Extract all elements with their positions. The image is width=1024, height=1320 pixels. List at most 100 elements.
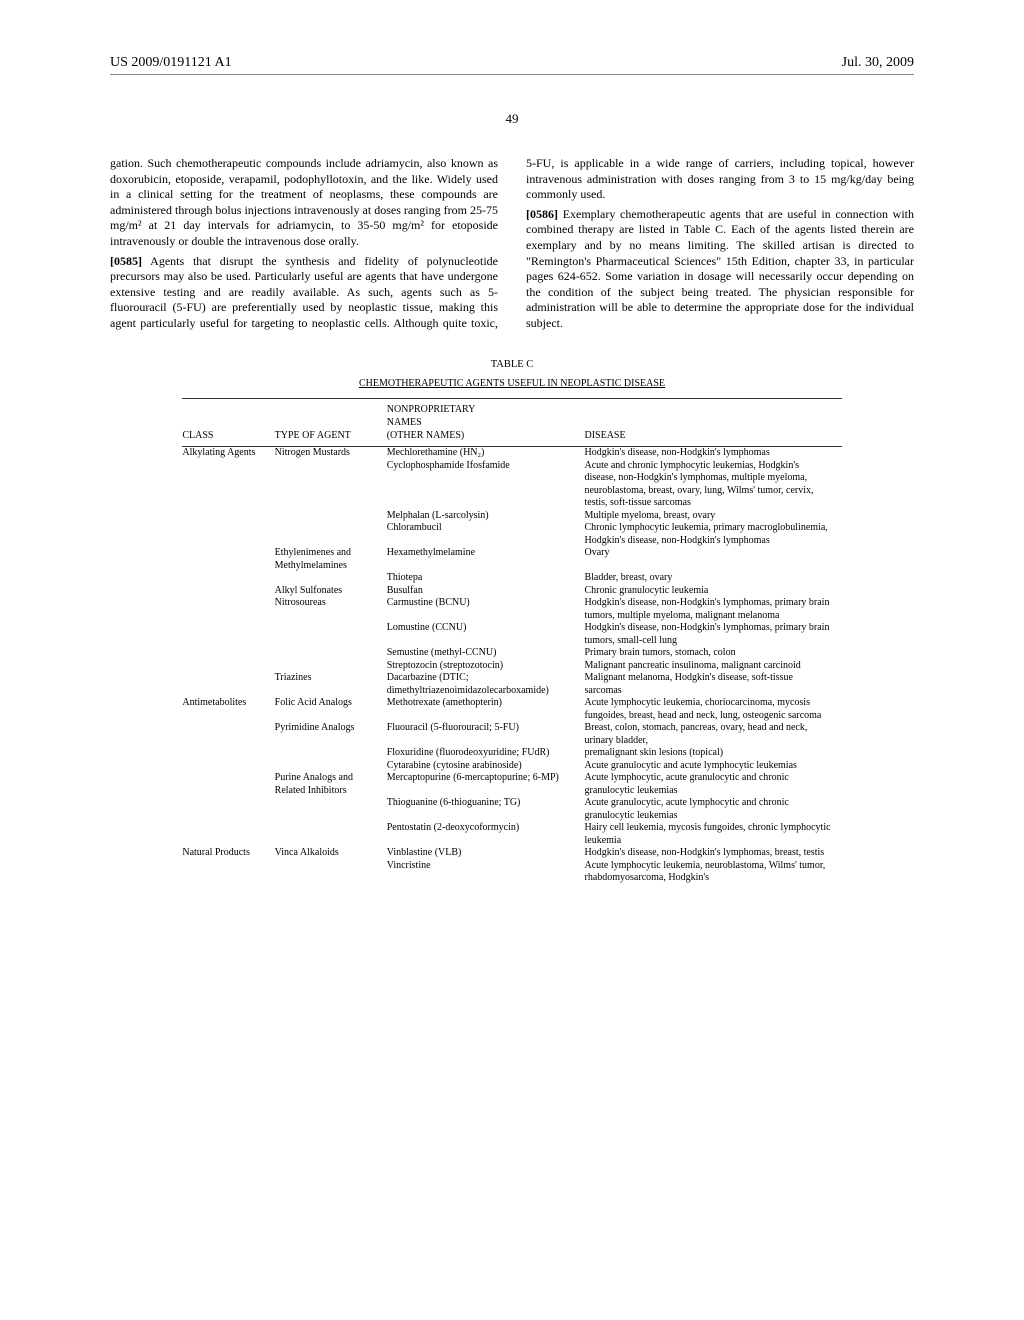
table-cell: Dacarbazine (DTIC; dimethyltriazenoimida… (387, 672, 585, 697)
table-caption: TABLE C (110, 358, 914, 372)
table-row: Ethylenimenes and MethylmelaminesHexamet… (182, 547, 841, 572)
table-cell: Floxuridine (fluorodeoxyuridine; FUdR) (387, 747, 585, 760)
table-cell (182, 660, 274, 673)
table-cell: Antimetabolites (182, 697, 274, 722)
table-cell: Carmustine (BCNU) (387, 597, 585, 622)
table-row: ChlorambucilChronic lymphocytic leukemia… (182, 522, 841, 547)
table-cell: Fluouracil (5-fluorouracil; 5-FU) (387, 722, 585, 747)
body-text: gation. Such chemotherapeutic compounds … (110, 156, 914, 334)
table-cell: Nitrogen Mustards (275, 447, 387, 460)
table-cell: premalignant skin lesions (topical) (584, 747, 841, 760)
table-row: Natural ProductsVinca AlkaloidsVinblasti… (182, 847, 841, 860)
table-cell: Hodgkin's disease, non-Hodgkin's lymphom… (584, 447, 841, 460)
table-row: Pentostatin (2-deoxycoformycin)Hairy cel… (182, 822, 841, 847)
para-num-0586: [0586] (526, 207, 558, 221)
table-row: Cytarabine (cytosine arabinoside)Acute g… (182, 760, 841, 773)
table-row: Pyrimidine AnalogsFluouracil (5-fluorour… (182, 722, 841, 747)
col-header-type: TYPE OF AGENT (275, 399, 387, 447)
table-row: Lomustine (CCNU)Hodgkin's disease, non-H… (182, 622, 841, 647)
table-cell: Multiple myeloma, breast, ovary (584, 510, 841, 523)
table-cell (182, 510, 274, 523)
table-cell: Methotrexate (amethopterin) (387, 697, 585, 722)
table-cell: Alkylating Agents (182, 447, 274, 460)
table-cell: Nitrosoureas (275, 597, 387, 622)
table-cell (182, 585, 274, 598)
table-row: Cyclophosphamide IfosfamideAcute and chr… (182, 460, 841, 510)
table-cell (182, 722, 274, 747)
table-cell: Acute lymphocytic, acute granulocytic an… (584, 772, 841, 797)
table-cell (182, 797, 274, 822)
table-cell: Pentostatin (2-deoxycoformycin) (387, 822, 585, 847)
paragraph-0586: [0586] Exemplary chemotherapeutic agents… (526, 207, 914, 332)
table-title: CHEMOTHERAPEUTIC AGENTS USEFUL IN NEOPLA… (110, 377, 914, 390)
table-cell: Breast, colon, stomach, pancreas, ovary,… (584, 722, 841, 747)
table-row: Semustine (methyl-CCNU)Primary brain tum… (182, 647, 841, 660)
table-cell (182, 822, 274, 847)
table-cell (275, 622, 387, 647)
table-cell: Hairy cell leukemia, mycosis fungoides, … (584, 822, 841, 847)
table-row: Alkylating AgentsNitrogen MustardsMechlo… (182, 447, 841, 460)
table-row: Thioguanine (6-thioguanine; TG)Acute gra… (182, 797, 841, 822)
table-row: Floxuridine (fluorodeoxyuridine; FUdR)pr… (182, 747, 841, 760)
table-cell: Chronic granulocytic leukemia (584, 585, 841, 598)
table-cell (275, 522, 387, 547)
table-cell: Acute lymphocytic leukemia, choriocarcin… (584, 697, 841, 722)
table-cell: Natural Products (182, 847, 274, 860)
table-cell: Malignant pancreatic insulinoma, maligna… (584, 660, 841, 673)
col-header-disease: DISEASE (584, 399, 841, 447)
table-row: TriazinesDacarbazine (DTIC; dimethyltria… (182, 672, 841, 697)
table-row: Melphalan (L-sarcolysin)Multiple myeloma… (182, 510, 841, 523)
table-cell: Hodgkin's disease, non-Hodgkin's lymphom… (584, 847, 841, 860)
table-cell (182, 860, 274, 885)
table-cell: Cyclophosphamide Ifosfamide (387, 460, 585, 510)
table-cell (275, 510, 387, 523)
table-row: Purine Analogs and Related InhibitorsMer… (182, 772, 841, 797)
table-cell (182, 572, 274, 585)
table-cell: Ovary (584, 547, 841, 572)
table-cell: Mercaptopurine (6-mercaptopurine; 6-MP) (387, 772, 585, 797)
table-cell: Cytarabine (cytosine arabinoside) (387, 760, 585, 773)
table-cell (182, 747, 274, 760)
patent-number: US 2009/0191121 A1 (110, 54, 232, 72)
page-header: US 2009/0191121 A1 Jul. 30, 2009 (110, 54, 914, 75)
table-cell (275, 647, 387, 660)
table-cell: Vinblastine (VLB) (387, 847, 585, 860)
table-cell: Acute lymphocytic leukemia, neuroblastom… (584, 860, 841, 885)
table-cell: Chronic lymphocytic leukemia, primary ma… (584, 522, 841, 547)
table-cell (182, 460, 274, 510)
table-cell: Acute and chronic lymphocytic leukemias,… (584, 460, 841, 510)
table-cell: Bladder, breast, ovary (584, 572, 841, 585)
chemo-agents-table: CLASS TYPE OF AGENT NONPROPRIETARYNAMES(… (182, 398, 841, 885)
col-header-class: CLASS (182, 399, 274, 447)
table-row: ThiotepaBladder, breast, ovary (182, 572, 841, 585)
intro-paragraph: gation. Such chemotherapeutic compounds … (110, 156, 498, 250)
para-text-0586: Exemplary chemotherapeutic agents that a… (526, 207, 914, 330)
table-cell: Thioguanine (6-thioguanine; TG) (387, 797, 585, 822)
table-cell: Lomustine (CCNU) (387, 622, 585, 647)
table-cell: Vincristine (387, 860, 585, 885)
para-num-0585: [0585] (110, 254, 142, 268)
table-cell: Primary brain tumors, stomach, colon (584, 647, 841, 660)
table-cell: Acute granulocytic, acute lymphocytic an… (584, 797, 841, 822)
table-cell: Hodgkin's disease, non-Hodgkin's lymphom… (584, 622, 841, 647)
table-cell (182, 672, 274, 697)
table-cell: Streptozocin (streptozotocin) (387, 660, 585, 673)
table-cell (275, 747, 387, 760)
table-cell (182, 547, 274, 572)
table-cell (182, 647, 274, 660)
table-cell (275, 760, 387, 773)
table-row: VincristineAcute lymphocytic leukemia, n… (182, 860, 841, 885)
table-c: TABLE C CHEMOTHERAPEUTIC AGENTS USEFUL I… (110, 358, 914, 885)
table-cell: Acute granulocytic and acute lymphocytic… (584, 760, 841, 773)
table-row: Streptozocin (streptozotocin)Malignant p… (182, 660, 841, 673)
table-row: NitrosoureasCarmustine (BCNU)Hodgkin's d… (182, 597, 841, 622)
table-cell: Hexamethylmelamine (387, 547, 585, 572)
table-cell (275, 460, 387, 510)
publication-date: Jul. 30, 2009 (842, 54, 914, 72)
table-cell: Mechlorethamine (HN₂) (387, 447, 585, 460)
table-row: AntimetabolitesFolic Acid AnalogsMethotr… (182, 697, 841, 722)
table-cell (275, 797, 387, 822)
table-cell: Melphalan (L-sarcolysin) (387, 510, 585, 523)
table-cell: Pyrimidine Analogs (275, 722, 387, 747)
table-cell (275, 660, 387, 673)
